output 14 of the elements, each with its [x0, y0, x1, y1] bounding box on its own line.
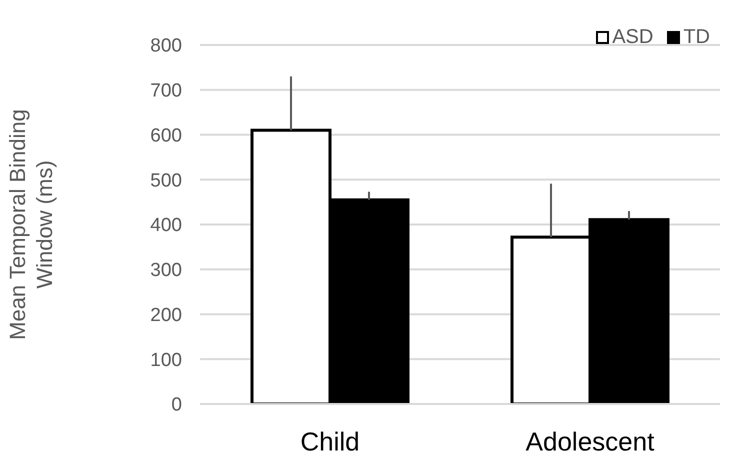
y-tick-label: 100 — [150, 350, 182, 371]
y-tick-label: 200 — [150, 304, 182, 326]
y-axis-title: Mean Temporal Binding Window (ms) — [5, 109, 57, 340]
y-tick-label: 400 — [150, 215, 182, 236]
y-tick-label: 700 — [150, 80, 182, 102]
y-tick-label: 0 — [171, 394, 182, 416]
y-tick-label: 300 — [150, 260, 182, 282]
legend-label: TD — [682, 26, 710, 49]
y-tick-label: 600 — [150, 125, 182, 146]
x-tick-label: Adolescent — [526, 426, 656, 456]
legend-label: ASD — [611, 26, 654, 49]
y-tick-label: 800 — [150, 36, 182, 57]
y-tick-label: 500 — [150, 170, 182, 192]
x-tick-label: Child — [300, 426, 360, 456]
